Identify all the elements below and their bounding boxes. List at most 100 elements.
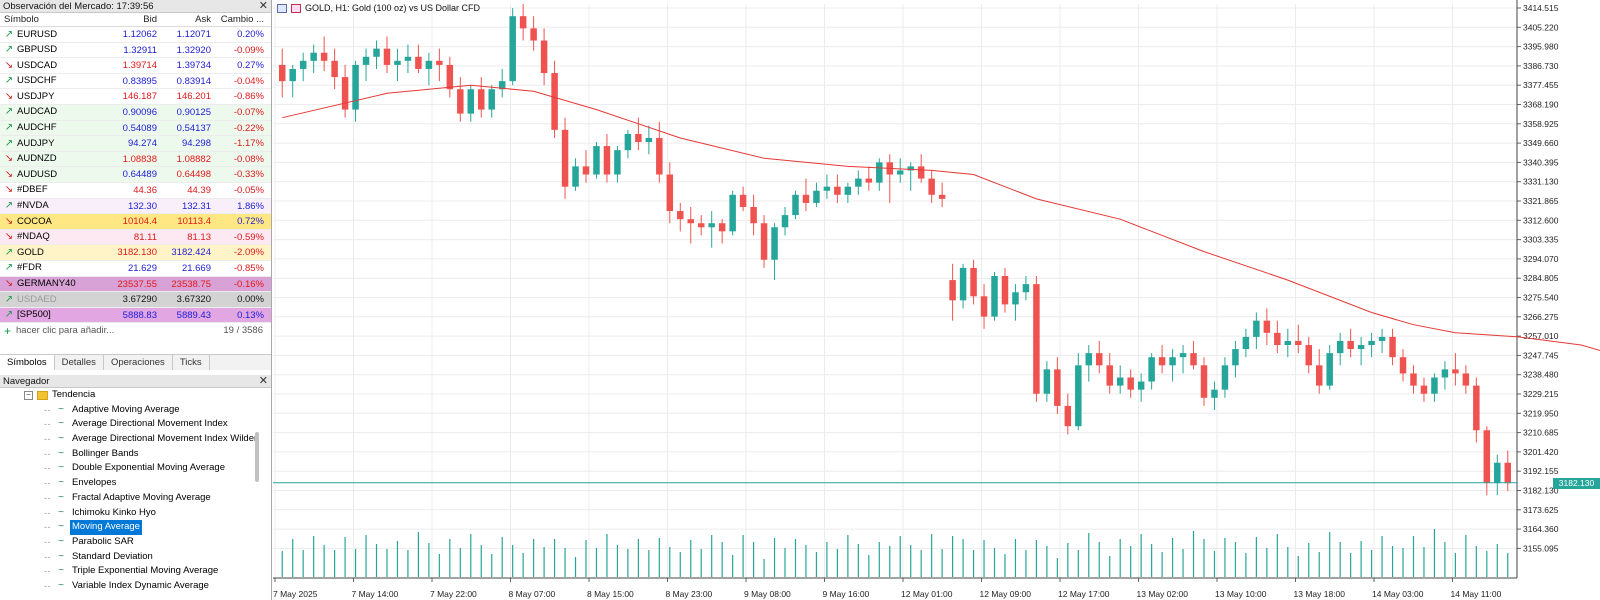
bid-cell: 1.08838 bbox=[122, 153, 157, 165]
arrow-down-icon: ↘ bbox=[4, 153, 14, 165]
candle-body bbox=[1399, 357, 1407, 374]
symbol-cell: ↗ #NVDA bbox=[0, 199, 107, 214]
market-watch-row[interactable]: ↗ GBPUSD 1.32911 1.32920 -0.09% bbox=[0, 42, 271, 59]
candle-body bbox=[697, 223, 705, 228]
indicator-item[interactable]: - - ~ Average Directional Movement Index W… bbox=[0, 432, 271, 447]
market-watch-row[interactable]: ↗ USDCHF 0.83895 0.83914 -0.04% bbox=[0, 73, 271, 90]
candle-body bbox=[1452, 369, 1459, 374]
column-change[interactable]: Cambio ... bbox=[220, 14, 264, 25]
candle-body bbox=[498, 81, 506, 90]
indicator-icon: ~ bbox=[58, 579, 64, 591]
candle-body bbox=[1368, 340, 1375, 346]
symbol-name: USDCAD bbox=[17, 59, 58, 71]
market-watch-row[interactable]: ↗ AUDCHF 0.54089 0.54137 -0.22% bbox=[0, 120, 271, 137]
indicator-item[interactable]: - - ~ Standard Deviation bbox=[0, 550, 271, 565]
chart-symbol-icon[interactable] bbox=[291, 3, 301, 13]
market-watch-row[interactable]: ↗ [SP500] 5888.83 5889.43 0.13% bbox=[0, 307, 271, 324]
market-watch-row[interactable]: ↘ #NDAQ 81.11 81.13 -0.59% bbox=[0, 229, 271, 246]
tree-folder-trend[interactable]: − Tendencia bbox=[0, 388, 271, 403]
candle-body bbox=[1242, 336, 1250, 350]
close-icon[interactable]: ✕ bbox=[258, 375, 268, 387]
x-tick-label: 12 May 01:00 bbox=[901, 589, 953, 599]
indicator-item[interactable]: - - ~ Envelopes bbox=[0, 476, 271, 491]
market-watch-row[interactable]: ↗ AUDJPY 94.274 94.298 -1.17% bbox=[0, 136, 271, 152]
tab-details[interactable]: Detalles bbox=[55, 355, 104, 370]
candle-body bbox=[917, 166, 925, 179]
collapse-icon[interactable]: − bbox=[24, 390, 33, 400]
candle-body bbox=[687, 219, 694, 224]
candle-body bbox=[896, 170, 904, 175]
market-watch-row[interactable]: ↘ GERMANY40 23537.55 23538.75 -0.16% bbox=[0, 276, 271, 293]
change-cell: 0.27% bbox=[237, 60, 264, 72]
ask-cell: 44.39 bbox=[187, 184, 211, 196]
candle-body bbox=[1085, 353, 1093, 366]
market-watch-row[interactable]: ↘ AUDUSD 0.64489 0.64498 -0.33% bbox=[0, 167, 271, 183]
market-watch-row[interactable]: ↗ EURUSD 1.12062 1.12071 0.20% bbox=[0, 27, 271, 43]
tab-ticks[interactable]: Ticks bbox=[173, 355, 210, 370]
candle-body bbox=[855, 178, 862, 187]
market-watch-row[interactable]: ↗ USDAED 3.67290 3.67320 0.00% bbox=[0, 292, 271, 308]
ask-cell: 81.13 bbox=[187, 231, 211, 243]
candle-body bbox=[834, 186, 841, 195]
current-price-tag: 3182.130 bbox=[1553, 477, 1600, 489]
tree-connector: - - bbox=[44, 463, 51, 474]
market-watch-row[interactable]: ↘ USDJPY 146.187 146.201 -0.86% bbox=[0, 89, 271, 105]
candle-body bbox=[1483, 430, 1491, 484]
ask-cell: 1.39734 bbox=[176, 60, 211, 72]
market-watch-row[interactable]: ↘ COCOA 10104.4 10113.4 0.72% bbox=[0, 214, 271, 230]
indicator-icon: ~ bbox=[58, 462, 64, 474]
folder-label: Tendencia bbox=[52, 389, 96, 400]
symbol-name: GBPUSD bbox=[17, 44, 58, 56]
close-icon[interactable]: ✕ bbox=[258, 0, 268, 12]
indicator-label: Ichimoku Kinko Hyo bbox=[72, 506, 156, 518]
indicator-item[interactable]: - - ~ Bollinger Bands bbox=[0, 447, 271, 462]
market-watch-row[interactable]: ↗ AUDCAD 0.90096 0.90125 -0.07% bbox=[0, 104, 271, 121]
indicator-item[interactable]: - - ~ Average Directional Movement Index bbox=[0, 417, 271, 432]
tab-trading[interactable]: Operaciones bbox=[104, 355, 173, 370]
market-watch-row[interactable]: ↘ #DBEF 44.36 44.39 -0.05% bbox=[0, 182, 271, 199]
indicator-item[interactable]: - - ~ Parabolic SAR bbox=[0, 535, 271, 550]
navigator-tree: − Tendencia - - ~ Adaptive Moving Average -… bbox=[0, 388, 271, 594]
column-ask[interactable]: Ask bbox=[195, 14, 211, 25]
column-symbol[interactable]: Símbolo bbox=[4, 14, 39, 25]
indicator-item[interactable]: - - ~ Ichimoku Kinko Hyo bbox=[0, 506, 271, 521]
tree-connector: - - bbox=[44, 566, 51, 577]
indicator-item[interactable]: - - ~ Variable Index Dynamic Average bbox=[0, 579, 271, 594]
market-watch-title: Observación del Mercado: 17:39:56 bbox=[3, 1, 154, 12]
candle-body bbox=[1494, 462, 1501, 484]
chart-window-icon[interactable] bbox=[277, 3, 287, 13]
change-cell: 0.00% bbox=[237, 294, 264, 306]
left-panel: Observación del Mercado: 17:39:56 ✕ Símb… bbox=[0, 0, 272, 600]
candle-body bbox=[425, 60, 433, 69]
tab-symbols[interactable]: Símbolos bbox=[0, 355, 55, 370]
indicator-item[interactable]: - - ~ Adaptive Moving Average bbox=[0, 403, 271, 418]
indicator-item[interactable]: - - ~ Double Exponential Moving Average bbox=[0, 461, 271, 476]
market-watch-row[interactable]: ↗ GOLD 3182.130 3182.424 -2.09% bbox=[0, 245, 271, 261]
market-watch-row[interactable]: ↘ USDCAD 1.39714 1.39734 0.27% bbox=[0, 58, 271, 74]
indicator-icon: ~ bbox=[58, 535, 64, 547]
change-cell: -0.05% bbox=[233, 184, 264, 196]
indicator-item[interactable]: - - ~ Triple Exponential Moving Average bbox=[0, 564, 271, 579]
market-watch-row[interactable]: ↗ #NVDA 132.30 132.31 1.86% bbox=[0, 198, 271, 215]
candle-body bbox=[467, 89, 475, 114]
x-tick-label: 8 May 15:00 bbox=[587, 589, 634, 599]
market-watch-header: Símbolo Bid Ask Cambio ... bbox=[0, 13, 271, 27]
indicator-item[interactable]: - - ~ Moving Average bbox=[0, 520, 271, 535]
market-watch-row[interactable]: ↗ #FDR 21.629 21.669 -0.85% bbox=[0, 260, 271, 277]
market-watch-row[interactable]: ↘ AUDNZD 1.08838 1.08882 -0.08% bbox=[0, 151, 271, 168]
bid-cell: 1.12062 bbox=[122, 29, 157, 40]
candle-body bbox=[949, 280, 956, 301]
candle-body bbox=[1043, 369, 1051, 394]
add-symbol-row[interactable]: + hacer clic para añadir... 19 / 3586 bbox=[0, 323, 271, 339]
chart-window[interactable]: 3414.515 3405.220 3395.980 3386.730 3377.455… bbox=[273, 0, 1600, 600]
candle-body bbox=[551, 73, 558, 130]
column-bid[interactable]: Bid bbox=[143, 14, 157, 25]
y-tick-label: 3377.455 bbox=[1523, 80, 1559, 90]
candle-body bbox=[1305, 345, 1312, 366]
chart-title: GOLD, H1: Gold (100 oz) vs US Dollar CFD bbox=[305, 3, 481, 13]
symbol-cell: ↘ #DBEF bbox=[0, 183, 107, 198]
price-chart[interactable]: 3414.515 3405.220 3395.980 3386.730 3377.455… bbox=[273, 0, 1600, 600]
indicator-item[interactable]: - - ~ Fractal Adaptive Moving Average bbox=[0, 491, 271, 506]
ask-cell: 0.83914 bbox=[176, 75, 211, 87]
navigator-scrollbar[interactable] bbox=[255, 432, 259, 482]
